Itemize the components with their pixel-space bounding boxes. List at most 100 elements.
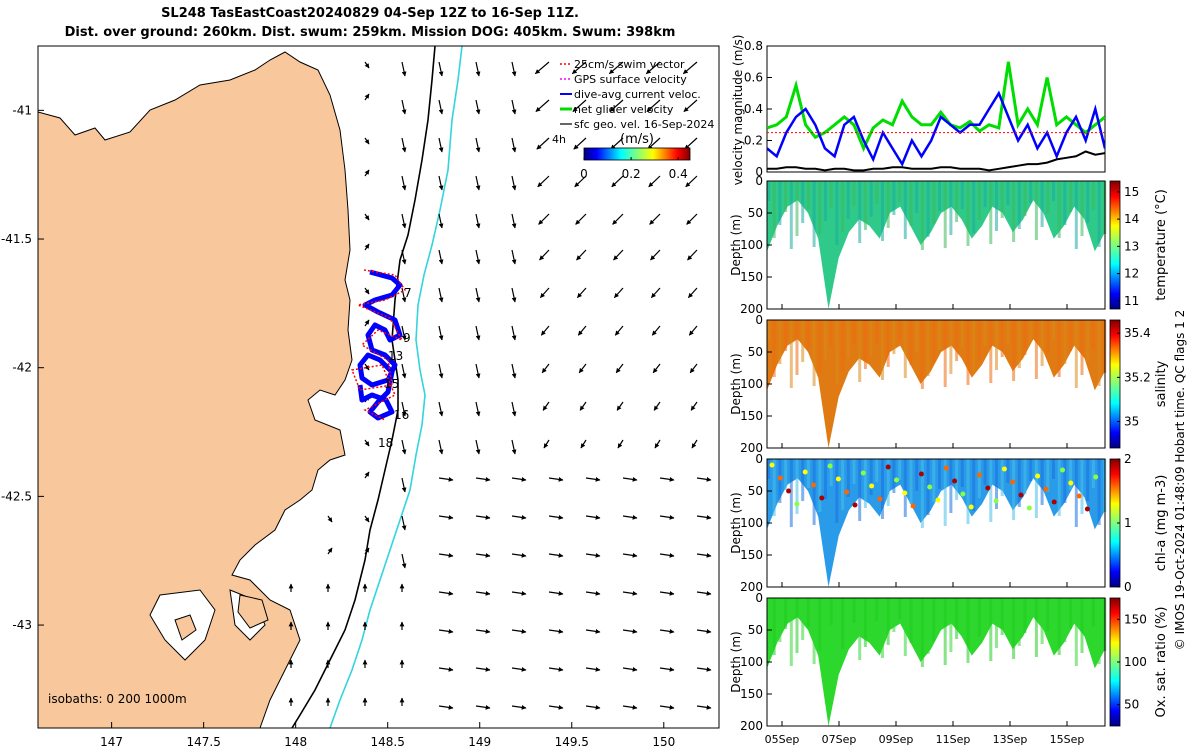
vector-arrow xyxy=(438,477,454,482)
section-texture xyxy=(846,320,850,358)
section-texture xyxy=(852,181,856,206)
vector-arrow xyxy=(689,363,698,374)
vector-arrow xyxy=(571,61,587,75)
section-texture xyxy=(881,459,884,519)
depth-tick-label: 0 xyxy=(755,313,763,327)
section-dot xyxy=(1018,492,1024,498)
colorbar-tick-label: 1 xyxy=(1124,516,1132,530)
vector-arrow xyxy=(585,515,601,520)
section-texture xyxy=(806,320,810,349)
section-texture xyxy=(949,459,953,513)
section-texture xyxy=(898,459,902,480)
section-dot xyxy=(802,469,808,475)
section-texture xyxy=(846,598,850,636)
map-y-tick-label: -41 xyxy=(12,103,32,117)
vector-arrow xyxy=(622,477,638,482)
section-texture xyxy=(892,459,896,493)
section-texture xyxy=(886,459,890,506)
section-texture xyxy=(1080,598,1084,653)
section-texture xyxy=(824,598,827,638)
section-panel: 0 50 100 150 200 Depth (m) 0 1 2 chl-a (mg m-3) xyxy=(729,452,1169,594)
vector-arrow xyxy=(511,137,517,153)
section-ylabel: Depth (m) xyxy=(729,631,743,692)
section-texture xyxy=(932,181,936,224)
section-texture xyxy=(915,320,919,352)
vector-arrow xyxy=(511,363,517,379)
vector-arrow xyxy=(364,169,370,177)
section-dot xyxy=(935,497,941,503)
section-texture xyxy=(966,181,970,246)
map-cb-tick-label: 0 xyxy=(580,167,588,181)
vector-arrow xyxy=(475,213,481,229)
vector-arrow xyxy=(401,439,407,455)
section-texture xyxy=(829,598,833,625)
vector-arrow xyxy=(401,553,407,569)
section-texture xyxy=(835,181,839,245)
section-dot xyxy=(1060,467,1065,473)
section-texture xyxy=(835,459,839,523)
section-texture xyxy=(1063,598,1067,642)
vector-arrow xyxy=(609,99,624,113)
section-texture xyxy=(989,181,993,244)
vector-arrow xyxy=(438,401,444,417)
section-texture xyxy=(1034,181,1038,240)
velocity-lines xyxy=(767,61,1105,172)
vector-arrow xyxy=(511,629,527,634)
section-dot xyxy=(885,464,891,470)
section-texture xyxy=(772,181,776,238)
section-colorbar xyxy=(1109,180,1121,310)
velocity-vectors xyxy=(288,61,712,710)
section-panel: 0 50 100 150 200 Depth (m) 35 35.2 35.4 salinity xyxy=(729,313,1169,455)
map-cb-tick-label: 0.2 xyxy=(622,167,641,181)
velocity-y-tick-label: 0.6 xyxy=(744,71,763,85)
vector-arrow xyxy=(401,325,407,341)
vector-arrow xyxy=(548,553,564,558)
vector-arrow xyxy=(438,325,444,341)
section-texture xyxy=(1012,181,1016,242)
depth-tick-label: 100 xyxy=(740,655,763,669)
vector-arrow xyxy=(686,213,698,225)
vector-arrow xyxy=(696,553,712,558)
vector-arrow xyxy=(364,137,370,145)
section-texture xyxy=(983,181,987,207)
colorbar-tick-label: 0 xyxy=(1124,580,1132,594)
time-tick-label: 13Sep xyxy=(993,733,1028,746)
section-texture xyxy=(789,598,793,666)
velocity-series xyxy=(767,90,1105,167)
section-texture xyxy=(869,459,873,495)
velocity-y-tick-label: 0.4 xyxy=(744,102,763,116)
vector-arrow xyxy=(696,667,712,672)
section-texture xyxy=(1034,598,1038,657)
vector-arrow xyxy=(511,61,517,77)
section-texture xyxy=(972,459,976,511)
vector-arrow xyxy=(650,287,661,299)
section-dot xyxy=(844,489,850,495)
section-texture xyxy=(1086,598,1090,640)
depth-tick-label: 150 xyxy=(740,687,763,701)
section-texture xyxy=(909,320,913,365)
section-texture xyxy=(972,598,976,650)
legend-swim: 25cm/s swim vector xyxy=(574,58,685,71)
vector-arrow xyxy=(511,439,517,455)
section-ylabel: Depth (m) xyxy=(729,492,743,553)
map-y-tick-label: -42.5 xyxy=(1,489,32,503)
vector-arrow xyxy=(364,439,370,447)
section-texture xyxy=(1017,320,1021,368)
section-dot xyxy=(918,471,924,477)
vector-arrow xyxy=(401,401,407,417)
section-texture xyxy=(960,181,964,209)
section-texture xyxy=(892,181,896,215)
section-texture xyxy=(932,598,936,641)
vector-arrow xyxy=(475,99,481,115)
vector-arrow xyxy=(438,175,444,191)
section-texture xyxy=(943,459,947,526)
section-texture xyxy=(909,459,913,504)
vector-arrow xyxy=(687,249,698,261)
section-texture xyxy=(1069,459,1073,490)
section-texture xyxy=(858,320,862,382)
section-texture xyxy=(1017,181,1021,229)
section-texture xyxy=(955,598,959,639)
isobath-1000m xyxy=(291,46,436,728)
section-texture xyxy=(983,320,987,346)
section-texture xyxy=(835,320,839,384)
